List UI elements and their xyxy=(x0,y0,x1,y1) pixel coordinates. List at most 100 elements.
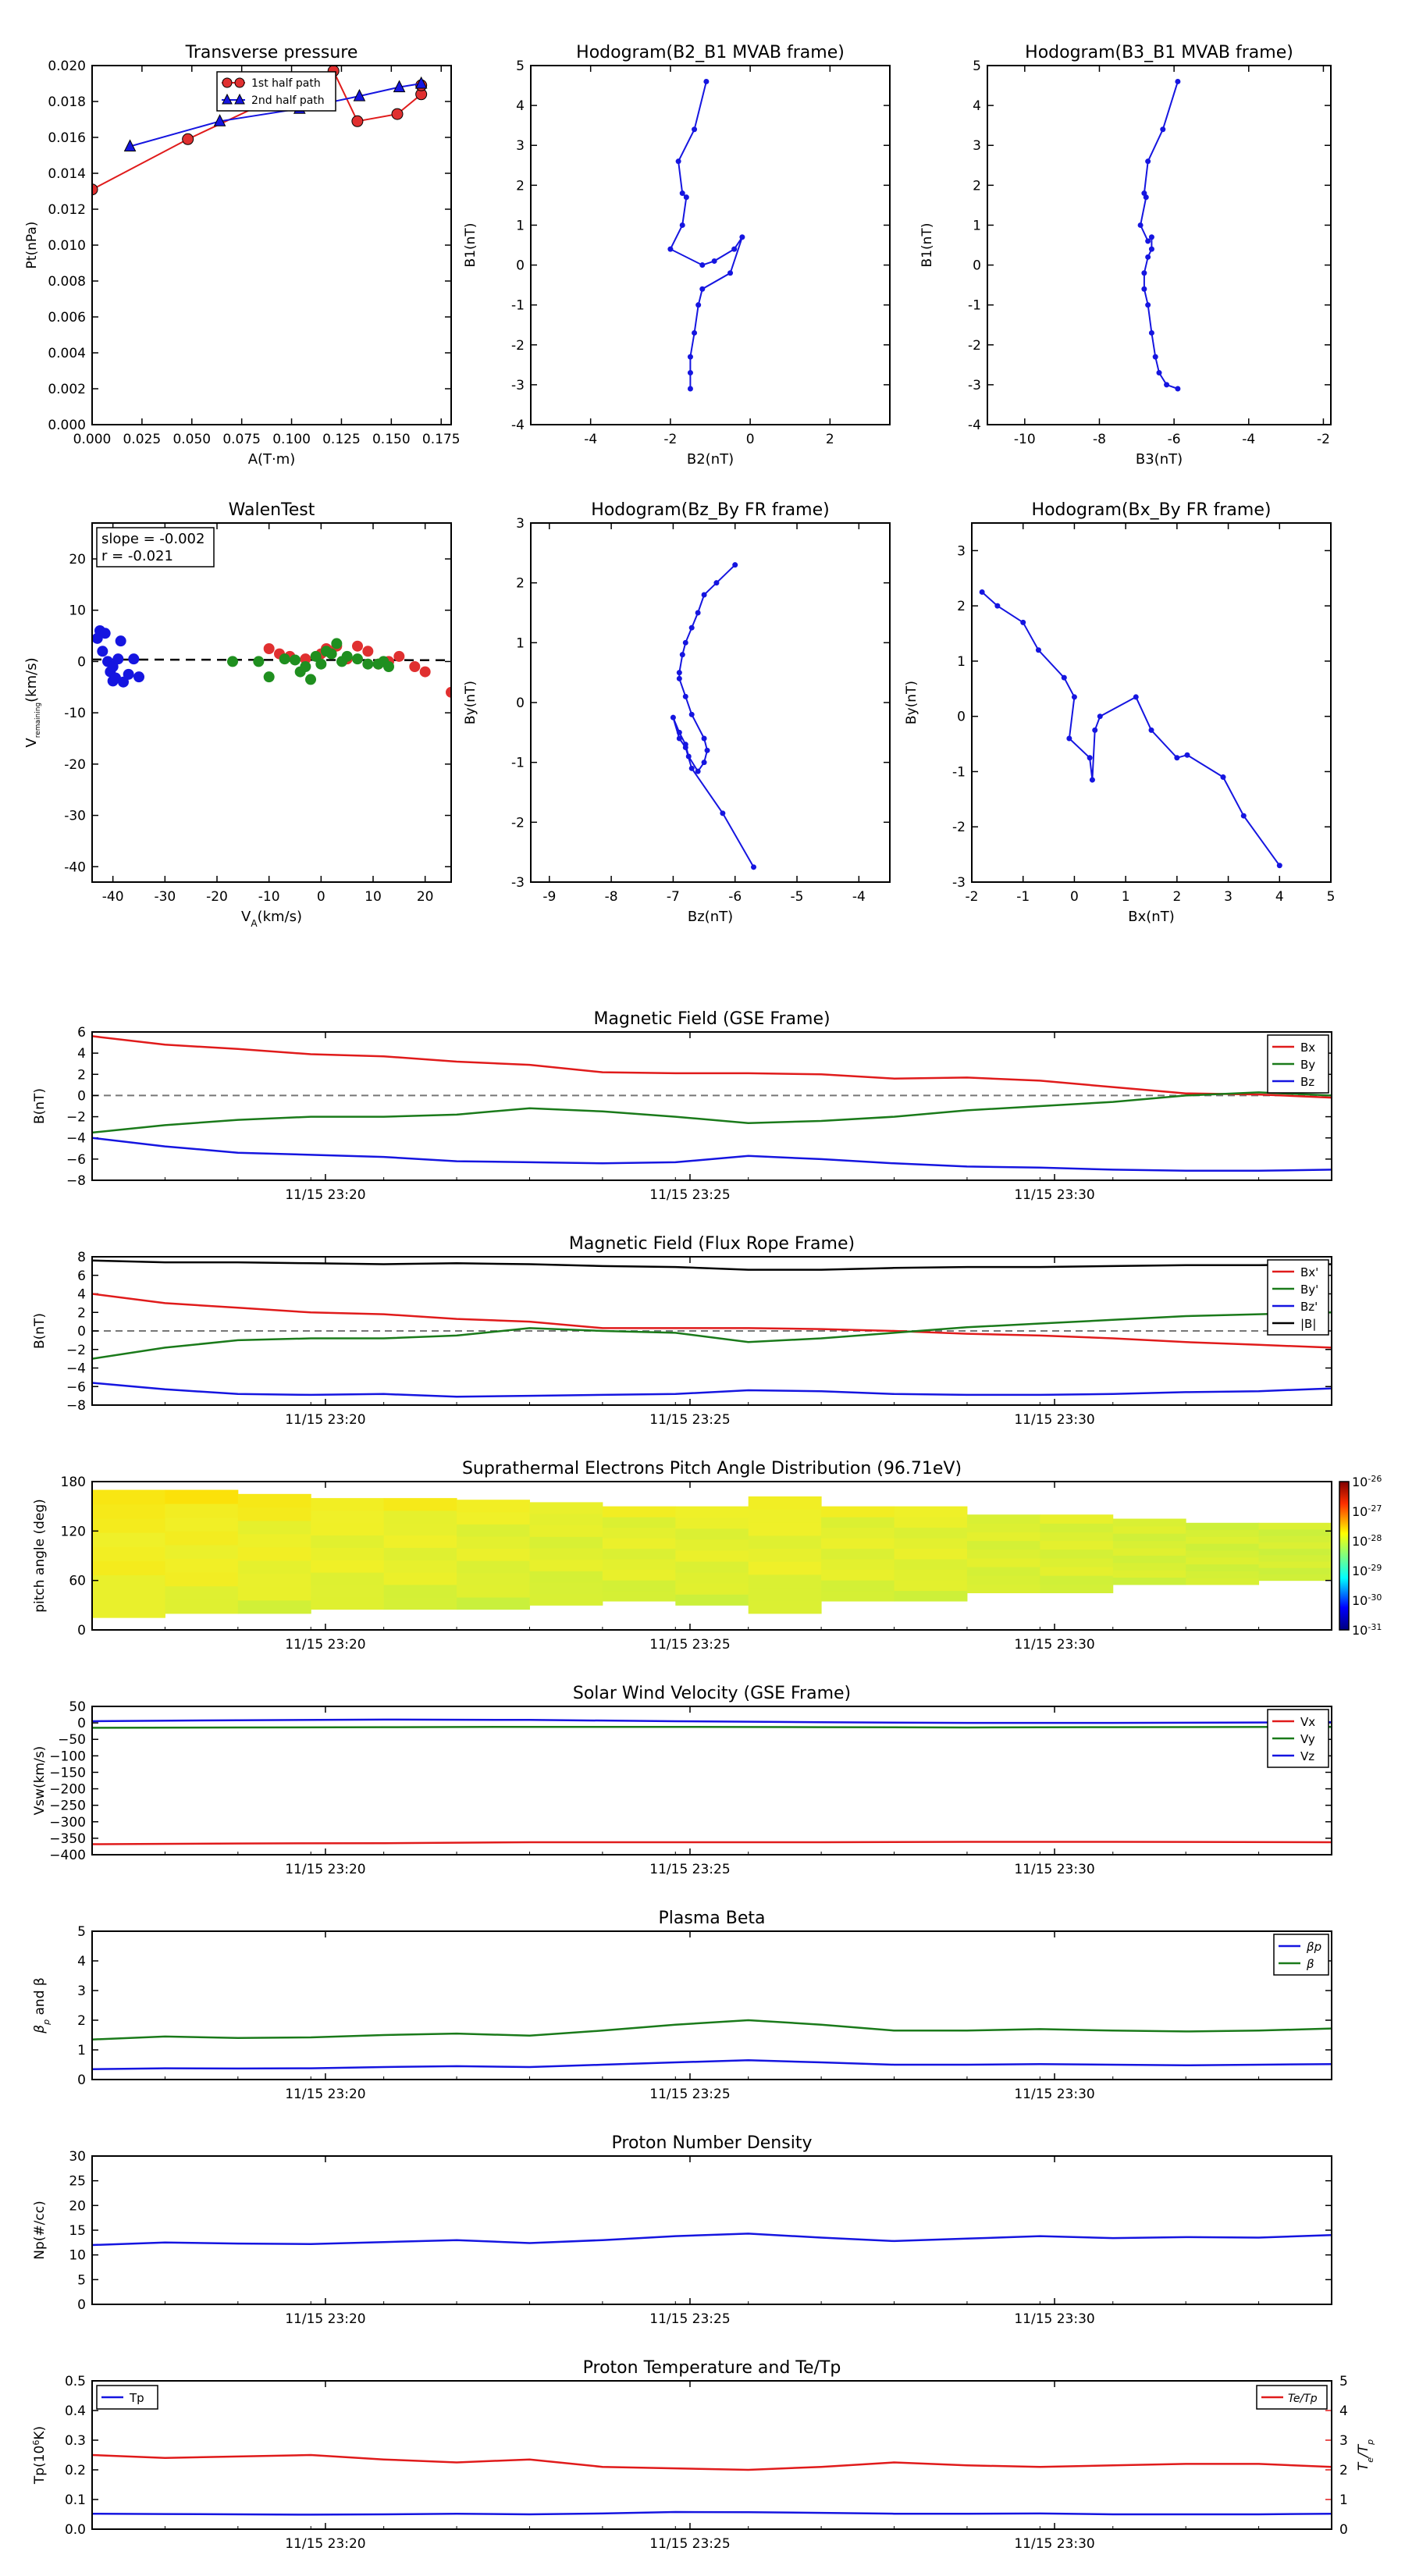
heatmap-cell xyxy=(966,1514,1040,1524)
heatmap-cell xyxy=(675,1561,749,1573)
data-point xyxy=(133,671,144,683)
x-tick-label: 11/15 23:30 xyxy=(1014,1187,1094,1203)
y2-tick-label: 4 xyxy=(1339,2403,1348,2419)
heatmap-cell xyxy=(602,1538,676,1550)
data-point xyxy=(682,745,688,750)
heatmap-cell xyxy=(165,1489,239,1504)
x-tick-label: 11/15 23:25 xyxy=(649,1862,730,1877)
legend-marker xyxy=(234,77,245,88)
data-point xyxy=(732,562,738,568)
heatmap-cell xyxy=(1112,1562,1186,1571)
legend-label: Bz xyxy=(1300,1075,1314,1089)
data-point xyxy=(383,661,394,672)
chart-title: WalenTest xyxy=(229,500,315,520)
series-line xyxy=(92,1035,1332,1099)
heatmap-cell xyxy=(1186,1543,1260,1551)
heatmap-cell xyxy=(821,1559,895,1571)
heatmap-cell xyxy=(748,1496,822,1510)
y-tick-label: -1 xyxy=(511,298,525,314)
heatmap-cell xyxy=(966,1532,1040,1542)
data-point xyxy=(1143,194,1149,201)
x-tick-label: 11/15 23:25 xyxy=(649,2311,730,2327)
heatmap-cell xyxy=(1040,1575,1114,1585)
data-point xyxy=(676,729,682,735)
y-tick-label: 20 xyxy=(69,2198,86,2214)
y-tick-label: 1 xyxy=(516,218,525,233)
heatmap-cell xyxy=(1186,1578,1260,1585)
y-tick-label: 3 xyxy=(957,543,966,559)
y-tick-label: −350 xyxy=(49,1831,86,1847)
data-point xyxy=(1145,302,1151,308)
data-point xyxy=(720,810,726,817)
y-tick-label: 0 xyxy=(77,1623,86,1638)
heatmap-cell xyxy=(966,1584,1040,1593)
y-tick-label: 20 xyxy=(69,552,86,568)
heatmap-cell xyxy=(92,1517,165,1533)
chart-hodogram-b2-b1: Hodogram(B2_B1 MVAB frame) -4 -2 0 2 B2(nT) -4… xyxy=(463,43,891,468)
plot-area xyxy=(92,2233,1332,2247)
data-point xyxy=(695,768,701,774)
data-point xyxy=(1160,126,1166,133)
y-tick-label: -20 xyxy=(64,757,86,773)
heatmap-cell xyxy=(821,1538,895,1550)
plot-area xyxy=(92,1035,1332,1172)
data-point xyxy=(1164,382,1170,388)
y-tick-label: 0.006 xyxy=(48,310,86,326)
heatmap-cell xyxy=(821,1580,895,1592)
data-point xyxy=(1061,674,1067,681)
heatmap-cell xyxy=(311,1510,385,1524)
series-line xyxy=(92,2453,1332,2471)
heatmap-cell xyxy=(457,1536,530,1550)
data-point xyxy=(727,270,734,276)
heatmap-cell xyxy=(165,1572,239,1587)
heatmap-cell xyxy=(1040,1514,1114,1524)
chart-title: Magnetic Field (GSE Frame) xyxy=(593,1009,830,1029)
data-point xyxy=(118,676,129,688)
data-point xyxy=(1141,286,1147,292)
y-tick-label: -3 xyxy=(511,378,525,393)
y-tick-label: -2 xyxy=(968,338,981,354)
data-point xyxy=(331,638,343,649)
y-tick-label: −100 xyxy=(49,1749,86,1764)
y-tick-label: 60 xyxy=(69,1574,86,1589)
heatmap-cell xyxy=(748,1535,822,1550)
heatmap-cell xyxy=(383,1560,457,1573)
x-tick-label: 11/15 23:25 xyxy=(649,1637,730,1653)
data-point xyxy=(701,592,707,598)
x-tick-label: -2 xyxy=(663,432,677,447)
heatmap-cell xyxy=(1258,1554,1332,1562)
chart-title: Plasma Beta xyxy=(659,1909,766,1928)
chart-mag-gse: Magnetic Field (GSE Frame) 11/15 23:20 11/… xyxy=(32,1009,1332,1203)
y-tick-label: -1 xyxy=(952,764,966,780)
heatmap-cell xyxy=(821,1548,895,1560)
series-line xyxy=(92,1293,1332,1349)
heatmap-cell xyxy=(748,1509,822,1523)
data-point xyxy=(1071,694,1077,700)
x-tick-label: 11/15 23:25 xyxy=(649,1412,730,1428)
data-point xyxy=(695,302,702,308)
x-tick-label: 11/15 23:30 xyxy=(1014,2536,1094,2552)
colorbar-label: 10-30 xyxy=(1352,1592,1382,1609)
heatmap-cell xyxy=(383,1596,457,1610)
y-tick-label: -2 xyxy=(511,338,525,354)
annotation-r: r = -0.021 xyxy=(101,548,173,564)
legend-box xyxy=(1273,1934,1329,1976)
heatmap-cell xyxy=(675,1539,749,1551)
heatmap-cell xyxy=(165,1585,239,1600)
x-axis-label: B3(nT) xyxy=(1136,451,1183,468)
x-tick-label: 11/15 23:20 xyxy=(285,1862,365,1877)
y-tick-label: −50 xyxy=(58,1732,86,1748)
heatmap-cell xyxy=(237,1560,311,1574)
heatmap-cell xyxy=(311,1596,385,1610)
y2-tick-label: 2 xyxy=(1339,2463,1348,2478)
legend-label: Vz xyxy=(1300,1749,1314,1763)
series-line xyxy=(1140,81,1179,390)
heatmap-cell xyxy=(457,1597,530,1610)
y-tick-label: −8 xyxy=(66,1173,86,1189)
x-tick-label: 5 xyxy=(1327,889,1336,905)
heatmap-cell xyxy=(602,1580,676,1592)
series-line xyxy=(92,1091,1332,1134)
y-tick-label: 5 xyxy=(77,2272,86,2288)
legend-label: Bx' xyxy=(1300,1265,1318,1279)
legend-marker xyxy=(234,93,245,105)
